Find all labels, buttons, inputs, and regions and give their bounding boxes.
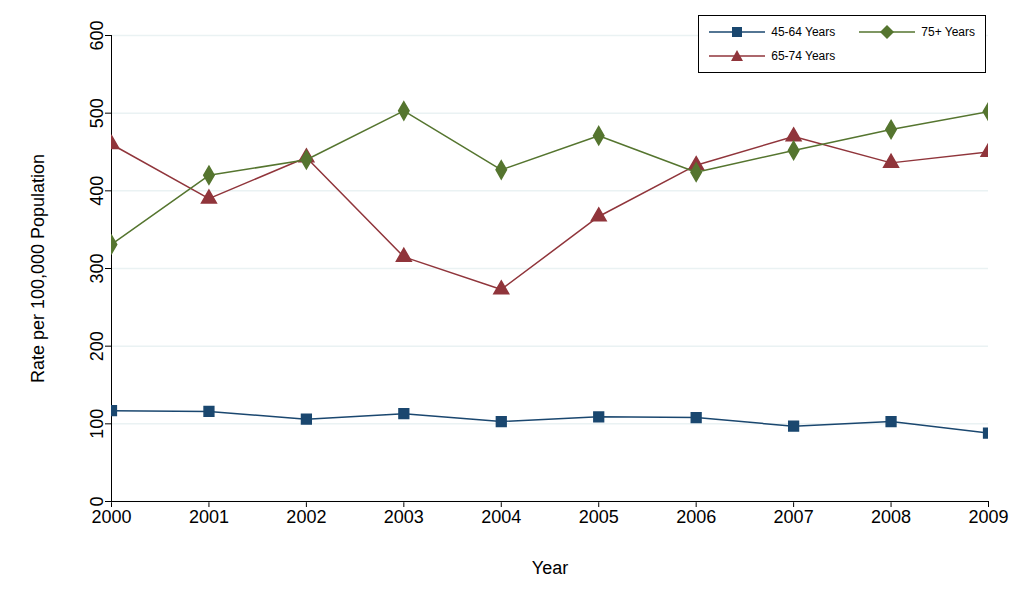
svg-text:2009: 2009 [968,507,1008,527]
svg-text:400: 400 [87,176,107,206]
svg-text:2003: 2003 [384,507,424,527]
svg-text:200: 200 [87,331,107,361]
svg-text:300: 300 [87,253,107,283]
svg-text:0: 0 [87,496,107,506]
html-text:45-64 Years: 45-64 Years [771,25,836,39]
svg-text:2007: 2007 [774,507,814,527]
svg-text:2008: 2008 [871,507,911,527]
svg-text:100: 100 [87,409,107,439]
svg-text:600: 600 [87,20,107,50]
html-text:75+ Years: 75+ Years [921,25,975,39]
svg-text:2002: 2002 [286,507,326,527]
svg-text:500: 500 [87,98,107,128]
svg-text:2001: 2001 [189,507,229,527]
svg-text:Rate per 100,000 Population: Rate per 100,000 Population [28,154,48,383]
svg-text:2000: 2000 [91,507,131,527]
svg-text:2005: 2005 [579,507,619,527]
svg-text:2006: 2006 [676,507,716,527]
html-text:65-74 Years: 65-74 Years [771,49,836,63]
svg-text:Year: Year [532,558,568,578]
svg-text:2004: 2004 [481,507,521,527]
